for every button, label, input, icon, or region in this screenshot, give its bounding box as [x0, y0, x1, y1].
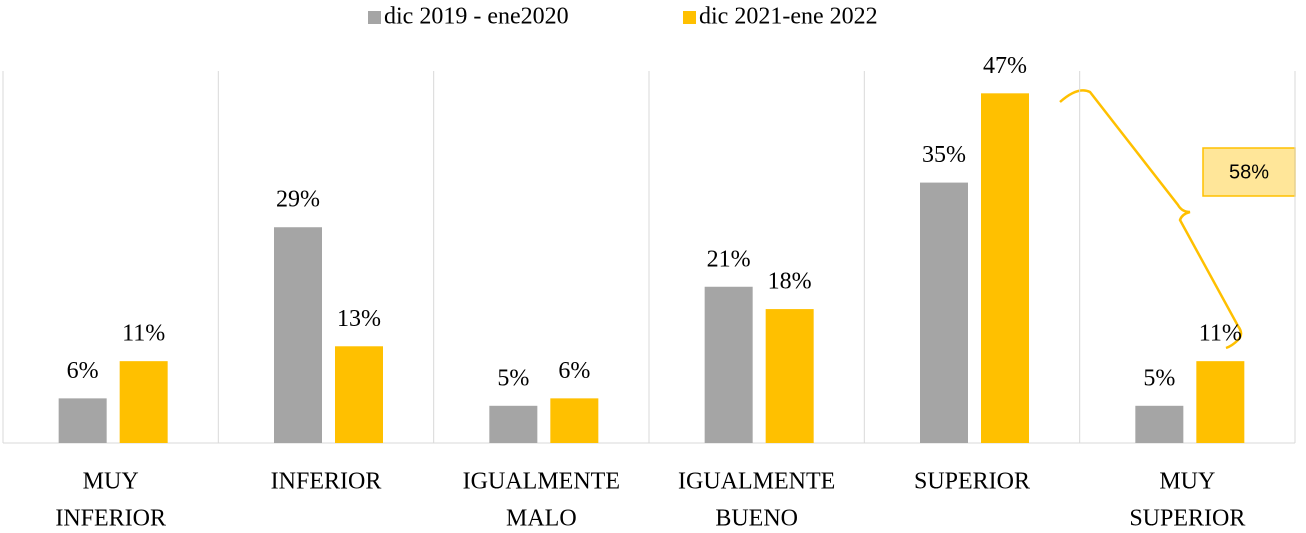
bar — [550, 398, 599, 443]
bracket — [1059, 89, 1243, 350]
value-label: 5% — [497, 365, 529, 391]
annotation: 58% — [1229, 161, 1269, 183]
value-label: 13% — [337, 306, 381, 332]
x-tick-label: MUY — [83, 469, 139, 495]
value-label: 11% — [122, 321, 165, 347]
bar — [1196, 361, 1245, 443]
x-tick-label: INFERIOR — [55, 506, 166, 532]
value-label: 21% — [707, 246, 751, 272]
value-label: 11% — [1199, 321, 1242, 347]
value-label: 5% — [1143, 365, 1175, 391]
bar — [58, 398, 107, 443]
value-label: 29% — [276, 187, 320, 213]
legend-label: dic 2021-ene 2022 — [699, 4, 878, 30]
bar — [274, 227, 322, 443]
value-label: 18% — [768, 269, 812, 295]
bar — [704, 286, 753, 443]
bar — [1135, 405, 1184, 443]
value-label: 47% — [983, 53, 1027, 79]
x-tick-label: SUPERIOR — [914, 469, 1030, 495]
x-tick-label: MUY — [1159, 469, 1215, 495]
x-tick-label: INFERIOR — [271, 469, 382, 495]
x-tick-label: IGUALMENTE — [463, 469, 620, 495]
annotation-box — [1202, 147, 1296, 197]
legend-swatch — [368, 11, 381, 24]
legend-label: dic 2019 - ene2020 — [384, 4, 569, 30]
bar — [119, 361, 168, 443]
bar — [489, 405, 538, 443]
x-tick-label: SUPERIOR — [1129, 506, 1245, 532]
x-tick-label: MALO — [506, 506, 577, 532]
bar — [920, 182, 968, 443]
value-label: 6% — [558, 358, 590, 384]
x-tick-label: BUENO — [715, 506, 798, 532]
value-label: 35% — [922, 142, 966, 168]
x-tick-label: IGUALMENTE — [678, 469, 835, 495]
bar — [335, 346, 383, 443]
value-label: 6% — [67, 358, 99, 384]
bar — [981, 93, 1029, 443]
bar — [765, 309, 814, 443]
legend-swatch — [683, 11, 696, 24]
